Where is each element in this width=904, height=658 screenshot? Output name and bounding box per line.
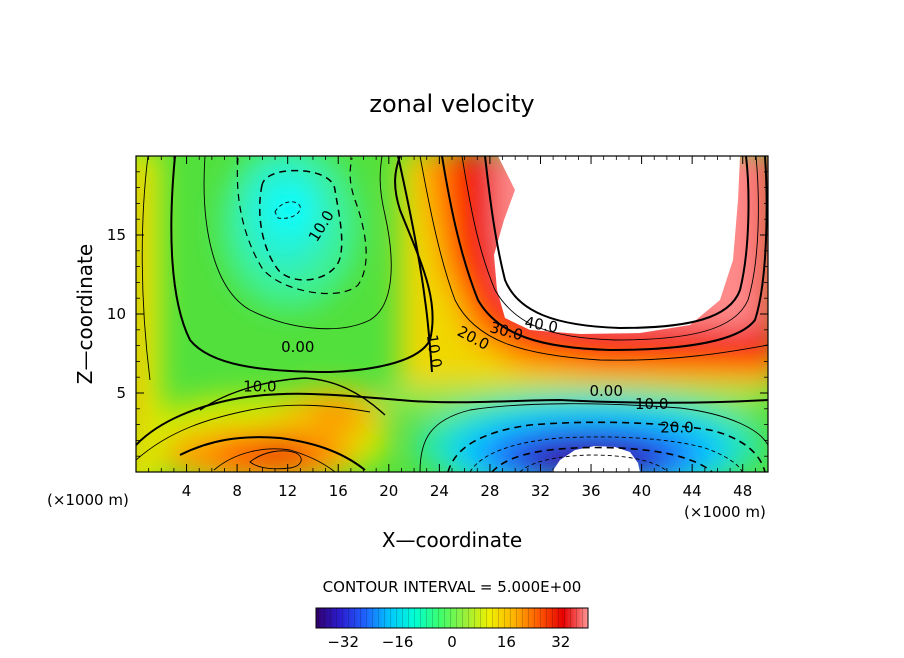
y-axis-label: Z—coordinate: [73, 244, 97, 384]
x-tick-label: 24: [430, 482, 449, 500]
y-tick-label: 15: [107, 226, 126, 244]
x-unit-left: (×1000 m): [47, 491, 129, 509]
chart-title: zonal velocity: [369, 90, 534, 118]
x-tick-label: 20: [379, 482, 398, 500]
y-tick-label: 10: [107, 305, 126, 323]
x-tick-label: 12: [278, 482, 297, 500]
x-axis: 4 8 12 16 20 24 28 32 36 40 44 48: [148, 156, 756, 500]
x-tick-label: 28: [480, 482, 499, 500]
contour-interval-text: CONTOUR INTERVAL = 5.000E+00: [323, 578, 582, 596]
x-tick-label: 48: [733, 482, 752, 500]
x-tick-label: 16: [329, 482, 348, 500]
x-tick-label: 40: [632, 482, 651, 500]
x-tick-label: 36: [581, 482, 600, 500]
contour-label: 40.0: [523, 313, 559, 337]
contour-label: 10.0: [635, 395, 668, 413]
contour-label: 20.0: [660, 419, 693, 437]
colorbar-ticks: −32 −16 0 16 32: [327, 633, 570, 651]
y-axis: 5 10 15: [107, 171, 768, 457]
y-tick-label: 5: [116, 384, 126, 402]
colorbar-tick-label: 32: [551, 633, 570, 651]
colorbar-stripes: [316, 608, 588, 628]
x-tick-label: 4: [182, 482, 192, 500]
colorbar-tick-label: −32: [327, 633, 359, 651]
colorbar-tick-label: 0: [447, 633, 457, 651]
colorbar-tick-label: −16: [382, 633, 414, 651]
plot-area: [136, 156, 768, 472]
colorbar-tick-label: 16: [497, 633, 516, 651]
x-axis-label: X—coordinate: [382, 528, 522, 552]
x-tick-label: 32: [531, 482, 550, 500]
contour-label: 10.0: [423, 333, 445, 369]
contour-label: 0.00: [281, 338, 314, 356]
colorbar-frame: [315, 607, 589, 629]
x-unit-right: (×1000 m): [684, 503, 766, 521]
contour-label: 10.0: [243, 377, 276, 395]
x-tick-label: 44: [683, 482, 702, 500]
colorbar: −32 −16 0 16 32: [315, 607, 589, 651]
contour-label: 0.00: [590, 382, 623, 400]
x-tick-label: 8: [232, 482, 242, 500]
